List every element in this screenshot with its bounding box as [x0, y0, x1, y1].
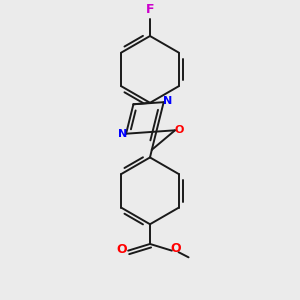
Text: N: N: [163, 96, 172, 106]
Text: O: O: [116, 243, 127, 256]
Text: O: O: [171, 242, 182, 255]
Text: O: O: [174, 125, 184, 135]
Text: N: N: [118, 129, 127, 139]
Text: F: F: [146, 3, 154, 16]
